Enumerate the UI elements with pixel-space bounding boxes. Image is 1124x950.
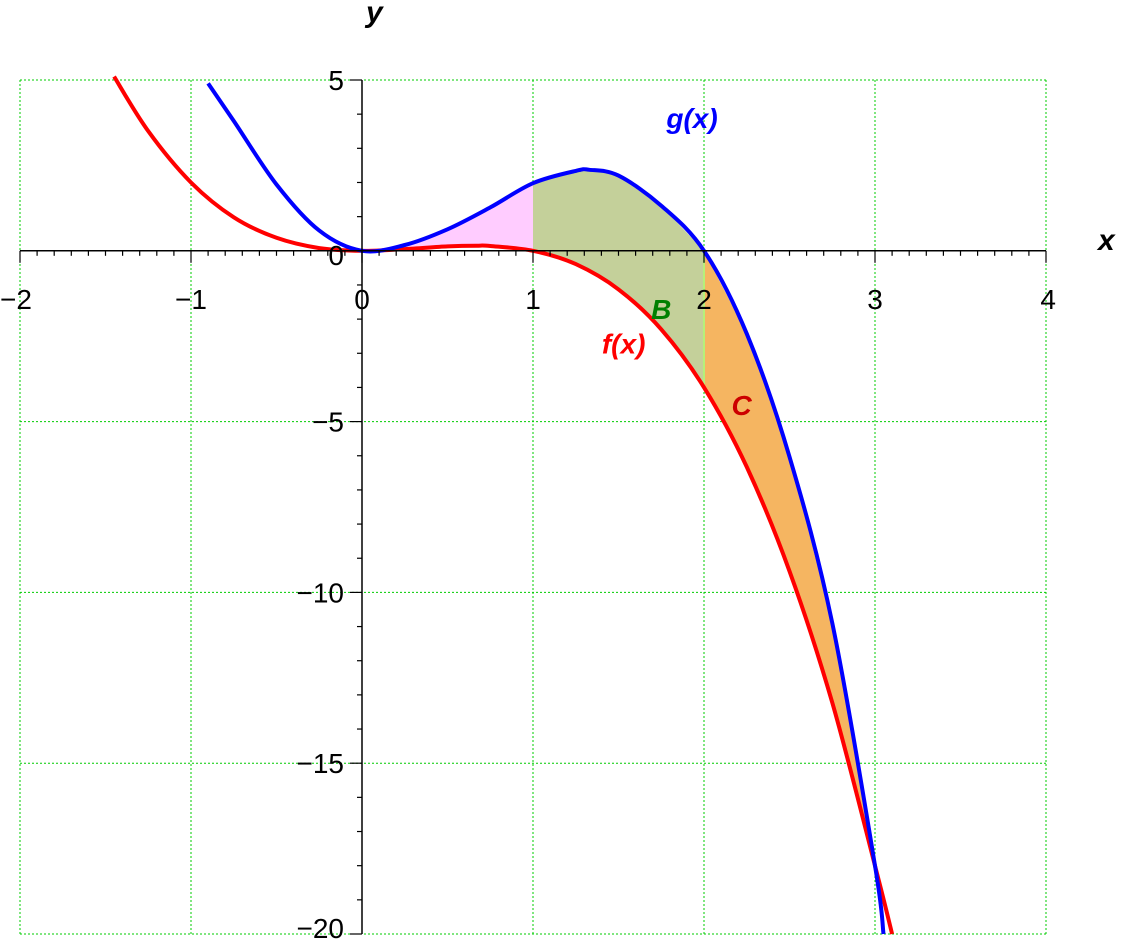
ticks: −2 −1 0 1 2 3 4−20−15−10−505 bbox=[0, 65, 1056, 944]
region-c bbox=[704, 250, 875, 866]
annotation-label: C bbox=[732, 390, 753, 421]
x-tick-label: 4 bbox=[1040, 284, 1056, 315]
annotation-label: B bbox=[651, 294, 671, 325]
y-tick-label: 5 bbox=[328, 65, 344, 96]
y-tick-label: 0 bbox=[328, 240, 344, 271]
annotation-label: f(x) bbox=[602, 328, 646, 359]
y-axis-label: y bbox=[364, 0, 384, 29]
annotations: g(x) f(x)B C bbox=[602, 103, 753, 421]
x-tick-label: −1 bbox=[175, 284, 207, 315]
x-tick-label: 1 bbox=[525, 284, 541, 315]
region-b bbox=[533, 169, 704, 388]
series-line-g bbox=[206, 82, 886, 935]
y-tick-label: −10 bbox=[297, 577, 345, 608]
series-line-f bbox=[112, 75, 895, 935]
y-tick-label: −5 bbox=[312, 407, 344, 438]
x-axis-label: x bbox=[1096, 224, 1116, 257]
shaded-regions bbox=[362, 169, 875, 866]
x-tick-label: −2 bbox=[0, 284, 32, 315]
region-first bbox=[362, 183, 533, 251]
axes: x y bbox=[20, 0, 1116, 934]
annotation-label: g(x) bbox=[665, 103, 717, 134]
x-tick-label: 3 bbox=[867, 284, 883, 315]
x-tick-label: 2 bbox=[696, 284, 712, 315]
curves bbox=[112, 75, 895, 935]
x-tick-label: 0 bbox=[354, 284, 370, 315]
y-tick-label: −15 bbox=[297, 748, 345, 779]
y-tick-label: −20 bbox=[297, 913, 345, 944]
